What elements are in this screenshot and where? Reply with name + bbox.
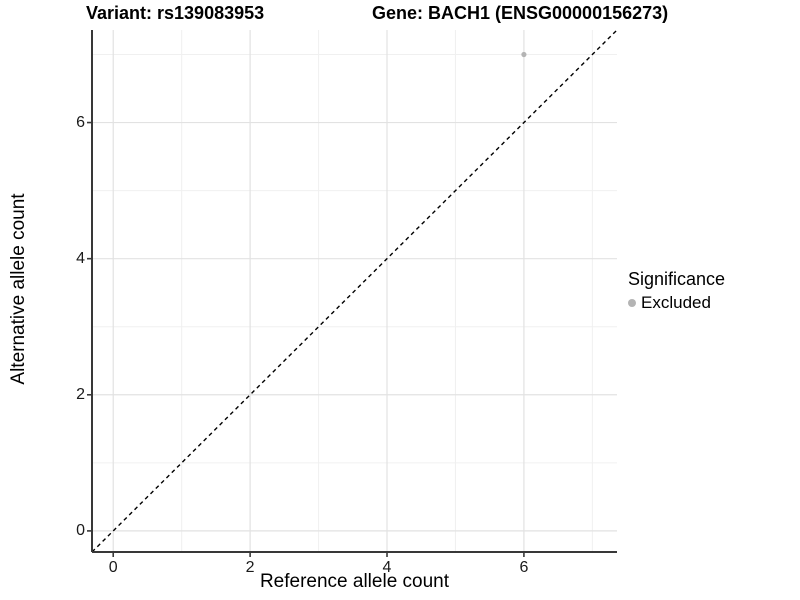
x-tick-label: 0: [108, 559, 118, 576]
legend-entry-excluded: Excluded: [628, 293, 725, 313]
data-point: [521, 51, 527, 58]
x-tick-label: 4: [382, 559, 392, 576]
x-axis-title: Reference allele count: [259, 571, 450, 592]
y-tick-label: 4: [76, 249, 85, 267]
plot-title-variant: Variant: rs139083953: [86, 3, 265, 23]
x-tick-label: 6: [519, 559, 529, 576]
y-axis-title: Alternative allele count: [8, 193, 29, 385]
legend-title: Significance: [628, 269, 726, 289]
legend-point-icon: [628, 299, 636, 307]
x-tick-label: 2: [245, 559, 255, 576]
y-tick-label: 2: [76, 385, 85, 403]
plot-title-gene: Gene: BACH1 (ENSG00000156273): [372, 3, 669, 23]
legend: Significance Excluded: [628, 269, 725, 313]
legend-entry-label: Excluded: [641, 293, 711, 312]
identity-dashed-line: [91, 29, 618, 553]
y-tick-label: 0: [76, 521, 85, 539]
y-tick-label: 6: [76, 113, 85, 131]
